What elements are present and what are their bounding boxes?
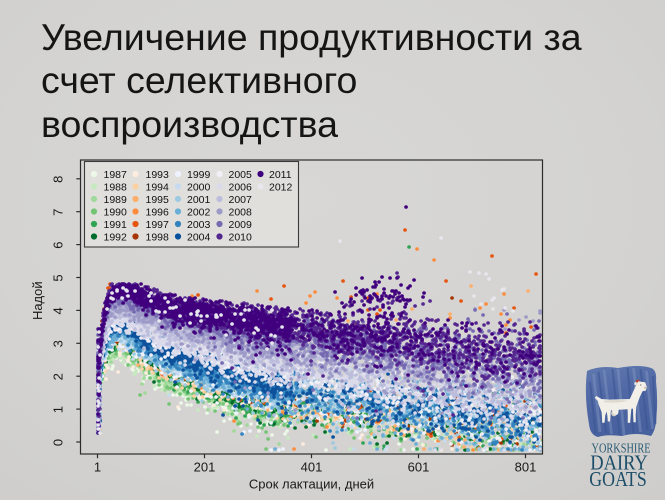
svg-text:1: 1 (94, 460, 101, 475)
svg-text:DAIRY: DAIRY (590, 450, 648, 474)
svg-text:2011: 2011 (269, 169, 292, 181)
svg-text:1990: 1990 (104, 207, 128, 219)
svg-text:2: 2 (51, 373, 66, 380)
svg-text:2003: 2003 (187, 219, 211, 231)
svg-text:801: 801 (515, 460, 537, 475)
svg-text:1995: 1995 (146, 194, 170, 206)
svg-text:2008: 2008 (229, 207, 253, 219)
svg-text:2009: 2009 (229, 219, 253, 231)
svg-text:2012: 2012 (269, 182, 293, 194)
svg-text:0: 0 (51, 439, 66, 446)
svg-text:2002: 2002 (187, 207, 211, 219)
svg-text:1987: 1987 (104, 169, 128, 181)
svg-text:Срок лактации, дней: Срок лактации, дней (249, 477, 374, 492)
svg-text:401: 401 (301, 460, 323, 475)
svg-text:1997: 1997 (146, 219, 170, 231)
svg-text:8: 8 (51, 176, 66, 183)
svg-text:601: 601 (408, 460, 430, 475)
svg-text:2005: 2005 (229, 169, 253, 181)
svg-text:4: 4 (51, 307, 66, 314)
svg-text:1988: 1988 (104, 182, 128, 194)
svg-text:7: 7 (51, 209, 66, 216)
svg-text:1996: 1996 (146, 207, 170, 219)
svg-text:1991: 1991 (104, 219, 128, 231)
svg-text:1998: 1998 (146, 232, 170, 244)
svg-text:2004: 2004 (187, 232, 211, 244)
svg-text:2001: 2001 (187, 194, 211, 206)
svg-text:1993: 1993 (146, 169, 170, 181)
svg-text:2000: 2000 (187, 182, 211, 194)
svg-text:Надой: Надой (30, 281, 45, 320)
svg-text:YORKSHIRE: YORKSHIRE (592, 442, 651, 457)
svg-text:201: 201 (194, 460, 216, 475)
svg-text:2010: 2010 (229, 232, 253, 244)
svg-text:5: 5 (51, 274, 66, 281)
svg-text:1999: 1999 (187, 169, 211, 181)
svg-text:1989: 1989 (104, 194, 128, 206)
svg-text:2006: 2006 (229, 182, 253, 194)
svg-text:3: 3 (51, 340, 66, 347)
svg-text:1994: 1994 (146, 182, 170, 194)
svg-text:1: 1 (51, 406, 66, 413)
svg-text:1992: 1992 (104, 232, 128, 244)
svg-text:GOATS: GOATS (589, 467, 647, 491)
svg-text:6: 6 (51, 241, 66, 248)
svg-text:2007: 2007 (229, 194, 253, 206)
